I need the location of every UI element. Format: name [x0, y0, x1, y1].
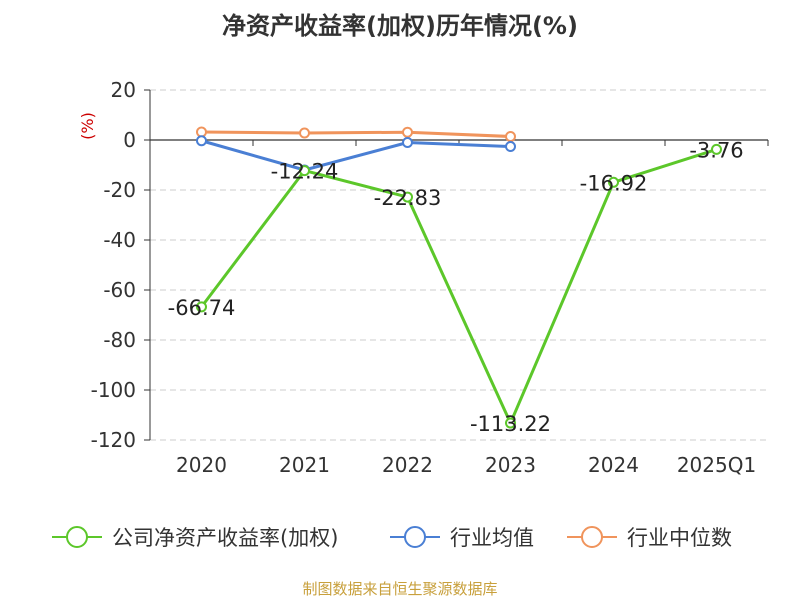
series-lines: [196, 126, 722, 429]
chart-title: 净资产收益率(加权)历年情况(%): [222, 12, 578, 40]
data-label: -12.24: [271, 160, 339, 184]
legend-label: 行业中位数: [627, 526, 732, 550]
y-axis-label: (%): [78, 112, 97, 140]
data-point: [402, 126, 413, 138]
data-point: [196, 135, 207, 147]
x-tick-label: 2021: [279, 453, 330, 477]
data-label: -113.22: [470, 412, 551, 436]
legend: 公司净资产收益率(加权) 行业均值 行业中位数: [52, 526, 732, 550]
source-watermark: 制图数据来自恒生聚源数据库: [302, 580, 498, 598]
data-point: [608, 176, 619, 188]
data-label: -16.92: [580, 171, 648, 195]
data-point: [402, 191, 413, 203]
x-tick-label: 2022: [382, 453, 433, 477]
y-tick-label: -100: [91, 378, 136, 402]
legend-label: 公司净资产收益率(加权): [112, 526, 338, 550]
series-line: [201, 139, 511, 172]
data-label: -3.76: [689, 138, 743, 162]
y-tick-label: 0: [123, 128, 136, 152]
axes: 20 0 -20 -40 -60 -80 -100 -120 2020 2021 2022 2023 2…: [78, 78, 769, 477]
legend-label: 行业均值: [450, 526, 534, 550]
y-tick-label: 20: [111, 78, 136, 102]
data-point: [196, 301, 207, 313]
data-label: -66.74: [168, 296, 236, 320]
x-tick-label: 2023: [485, 453, 536, 477]
data-point: [299, 127, 310, 139]
legend-marker: [66, 526, 88, 548]
x-tick-label: 2025Q1: [677, 453, 756, 477]
y-tick-label: -40: [103, 228, 136, 252]
x-tick-label: 2020: [176, 453, 227, 477]
y-tick-label: -60: [103, 278, 136, 302]
data-point: [505, 141, 516, 152]
data-point: [196, 126, 207, 138]
y-tick-label: -20: [103, 178, 136, 202]
x-tick-label: 2024: [588, 453, 639, 477]
data-point: [505, 131, 516, 142]
legend-marker: [581, 526, 603, 548]
y-tick-label: -120: [91, 428, 136, 452]
series-line: [200, 147, 717, 425]
data-point: [711, 143, 722, 155]
series-line: [201, 130, 511, 138]
data-point: [505, 417, 516, 429]
legend-marker: [404, 526, 426, 548]
data-labels: -66.74 -12.24 -22.83 -113.22 -16.92 -3.76: [168, 138, 744, 436]
data-label: -22.83: [374, 186, 442, 210]
data-point: [402, 137, 413, 148]
data-point: [299, 165, 310, 177]
y-tick-label: -80: [103, 328, 136, 352]
